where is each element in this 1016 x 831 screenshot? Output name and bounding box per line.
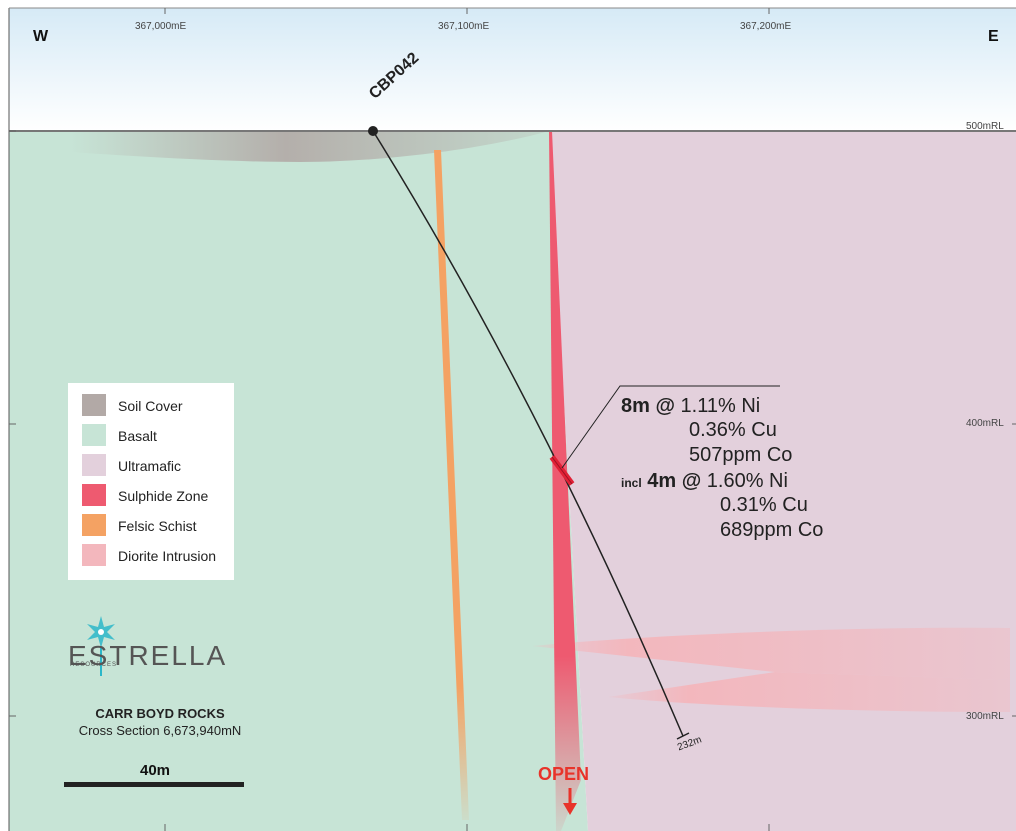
easting-label-1: 367,000mE <box>135 21 187 32</box>
soil-cover-lens <box>70 131 549 162</box>
company-logo-name: ESTRELLA <box>68 640 228 671</box>
legend-label: Ultramafic <box>118 458 182 474</box>
rl-label-400: 400mRL <box>966 418 1004 429</box>
felsic-schist-band <box>434 150 469 820</box>
intercept-incl-length: 4m @ <box>647 470 702 492</box>
intercept-main-co: 507ppm Co <box>689 444 793 466</box>
easting-label-3: 367,200mE <box>740 21 792 32</box>
intercept-segment-outline <box>551 456 573 485</box>
intercept-main-line: 8m @ 1.11% Ni <box>621 394 760 418</box>
diorite-intrusion-lower <box>608 672 1010 712</box>
intercept-incl-prefix: incl <box>621 476 642 490</box>
legend-swatch <box>82 514 106 536</box>
intercept-incl-ni: 1.60% Ni <box>706 470 788 492</box>
section-subtitle: Cross Section 6,673,940mN <box>78 723 242 738</box>
legend-swatch <box>82 454 106 476</box>
intercept-incl-cu: 0.31% Cu <box>720 494 808 516</box>
easting-label-2: 367,100mE <box>438 21 490 32</box>
rl-label-300: 300mRL <box>966 711 1004 722</box>
legend-swatch <box>82 394 106 416</box>
legend-label: Diorite Intrusion <box>118 548 217 564</box>
open-arrow-head <box>563 803 577 815</box>
legend-label: Felsic Schist <box>118 518 197 534</box>
open-label: OPEN <box>538 764 590 784</box>
intercept-main-ni: 1.11% Ni <box>680 395 761 417</box>
legend-swatch <box>82 424 106 446</box>
legend-swatch <box>82 544 106 566</box>
section-title: CARR BOYD ROCKS <box>95 706 225 721</box>
rl-label-500: 500mRL <box>966 121 1004 132</box>
diorite-intrusion-upper <box>532 627 1010 680</box>
scale-bar-label: 40m <box>139 762 171 779</box>
drillhole-trace <box>372 130 684 737</box>
sulphide-zone <box>549 131 581 831</box>
legend-label: Sulphide Zone <box>118 488 209 504</box>
drillhole-end-cap <box>676 732 690 740</box>
legend-label: Soil Cover <box>118 398 183 414</box>
intercept-main-length: 8m @ <box>621 395 675 417</box>
scale-bar <box>64 782 244 787</box>
callout-leader-line <box>561 385 780 469</box>
intercept-incl-co: 689ppm Co <box>720 519 824 541</box>
legend-label: Basalt <box>118 428 157 444</box>
intercept-incl-line: incl 4m @ 1.60% Ni <box>621 469 788 495</box>
drillhole-collar <box>368 126 378 136</box>
compass-east: E <box>988 28 999 45</box>
company-logo-subtitle: RESOURCES <box>70 662 118 668</box>
sky-band <box>9 8 1016 131</box>
estrella-star-icon <box>87 616 115 676</box>
compass-west: W <box>33 28 49 45</box>
legend-box: Soil Cover Basalt Ultramafic Sulphide Zo… <box>68 383 234 580</box>
legend-swatch <box>82 484 106 506</box>
intercept-main-cu: 0.36% Cu <box>689 419 777 441</box>
